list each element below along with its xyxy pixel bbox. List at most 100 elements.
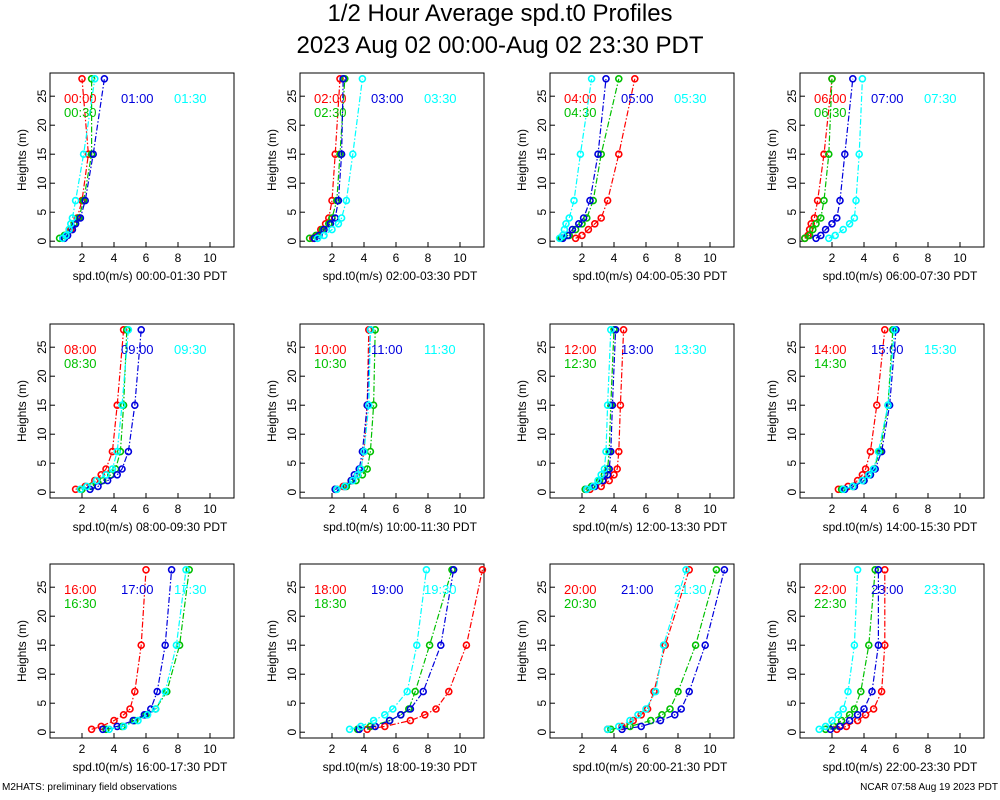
data-point: [432, 705, 440, 713]
legend-label: 15:00: [871, 342, 904, 357]
data-point: [626, 716, 634, 725]
series-line: [75, 329, 125, 490]
legend-label: 21:30: [674, 582, 707, 597]
data-point: [81, 196, 89, 205]
data-point: [860, 705, 868, 713]
data-point: [371, 325, 380, 334]
data-point: [337, 214, 346, 222]
chart-subtitle: 2023 Aug 02 00:00-Aug 02 23:30 PDT: [296, 32, 704, 59]
legend-label: 13:30: [674, 342, 707, 357]
data-point: [828, 220, 836, 228]
x-axis-label: spd.t0(m/s) 08:00-09:30 PDT: [73, 520, 228, 534]
panel-frame: [49, 563, 235, 739]
x-axis-label: spd.t0(m/s) 22:00-23:30 PDT: [823, 760, 978, 774]
x-axis-label: spd.t0(m/s) 02:00-03:30 PDT: [323, 269, 478, 283]
y-axis-label: Heights (m): [515, 380, 529, 442]
data-point: [608, 401, 617, 410]
y-axis-label: Heights (m): [765, 129, 779, 191]
panel-frame: [299, 323, 485, 499]
panel-4: 2 4 6 8 10 0 5 10 15 20 25 spd.t0(m/s) 06:00-07:30 …: [765, 72, 985, 283]
panel-8: 2 4 6 8 10 0 5 10 15 20 25 spd.t0(m/s) 14:00-15:30 …: [765, 323, 985, 534]
legend-label: 12:00: [564, 342, 597, 357]
data-point: [852, 196, 860, 205]
data-point: [478, 565, 487, 574]
data-point: [582, 485, 591, 494]
data-point: [872, 401, 881, 410]
x-tick-label: 8: [675, 742, 682, 756]
x-tick-label: 6: [643, 742, 650, 756]
data-point: [848, 482, 857, 491]
data-point: [334, 196, 343, 205]
legend-label: 10:30: [314, 356, 347, 371]
y-tick-label: 20: [535, 369, 549, 383]
series-line: [836, 569, 886, 730]
data-point: [68, 214, 77, 222]
data-point: [866, 447, 875, 456]
data-point: [185, 565, 193, 574]
data-point: [412, 641, 421, 650]
data-point: [124, 447, 133, 456]
data-point: [832, 214, 841, 222]
legend-label: 20:30: [564, 596, 597, 611]
x-tick-label: 6: [893, 251, 900, 265]
data-point: [364, 401, 373, 410]
data-point: [864, 641, 873, 650]
data-point: [62, 231, 70, 240]
legend-label: 13:00: [621, 342, 654, 357]
panel-frame: [49, 72, 235, 248]
panel-2: 2 4 6 8 10 0 5 10 15 20 25 spd.t0(m/s) 02:00-03:30 …: [265, 72, 485, 283]
x-axis-label: spd.t0(m/s) 12:00-13:30 PDT: [573, 520, 728, 534]
data-point: [147, 705, 155, 713]
data-point: [119, 722, 128, 731]
data-point: [824, 234, 833, 243]
data-point: [422, 565, 431, 574]
x-tick-label: 6: [893, 742, 900, 756]
y-tick-label: 15: [785, 147, 799, 161]
data-point: [576, 150, 585, 158]
y-tick-label: 0: [535, 729, 549, 736]
panel-frame: [799, 72, 985, 248]
data-point: [71, 220, 80, 228]
y-tick-label: 0: [535, 489, 549, 496]
data-point: [594, 150, 602, 158]
y-tick-label: 5: [535, 700, 549, 707]
y-tick-label: 15: [535, 398, 549, 412]
y-tick-label: 25: [535, 580, 549, 594]
data-point: [808, 225, 817, 234]
data-point: [656, 716, 665, 725]
x-tick-label: 2: [79, 502, 86, 516]
data-point: [634, 710, 642, 719]
y-tick-label: 5: [285, 460, 299, 467]
data-point: [108, 465, 117, 473]
x-axis-label: spd.t0(m/s) 10:00-11:30 PDT: [323, 520, 478, 534]
y-axis-label: Heights (m): [265, 380, 279, 442]
x-tick-label: 10: [203, 742, 217, 756]
x-tick-label: 4: [111, 251, 118, 265]
data-point: [563, 231, 572, 240]
data-point: [118, 465, 126, 473]
legend-label: 04:30: [564, 105, 597, 120]
data-point: [582, 214, 591, 222]
legend-label: 08:00: [64, 342, 97, 357]
data-point: [614, 150, 623, 158]
y-tick-label: 5: [785, 209, 799, 216]
data-point: [342, 196, 351, 205]
x-tick-label: 8: [175, 502, 182, 516]
data-point: [691, 641, 700, 650]
data-point: [406, 705, 415, 713]
y-tick-label: 10: [285, 667, 299, 681]
x-tick-label: 6: [393, 502, 400, 516]
data-point: [586, 196, 594, 205]
data-point: [712, 565, 721, 574]
data-point: [815, 725, 824, 734]
data-point: [831, 231, 840, 240]
data-point: [83, 482, 91, 491]
x-tick-label: 10: [203, 502, 217, 516]
y-tick-label: 5: [785, 460, 799, 467]
data-point: [836, 722, 844, 731]
legend-label: 15:30: [924, 342, 957, 357]
data-point: [579, 214, 588, 222]
data-point: [659, 641, 668, 650]
data-point: [584, 225, 593, 234]
legend-label: 20:00: [564, 582, 597, 597]
